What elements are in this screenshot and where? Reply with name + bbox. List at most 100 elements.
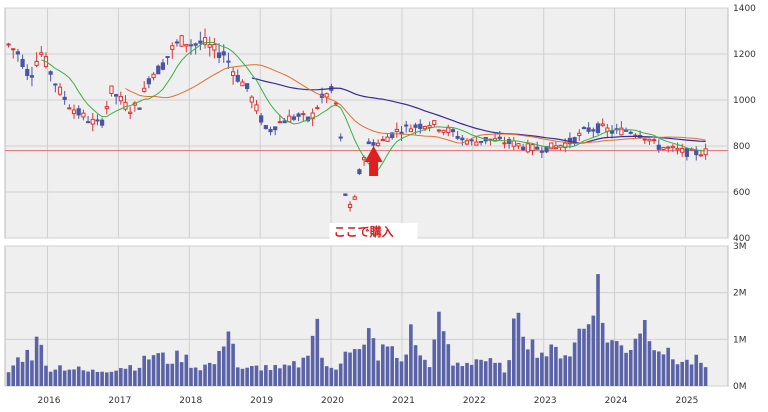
volume-bar (109, 371, 114, 386)
candle-body (670, 145, 675, 149)
volume-bar (184, 354, 189, 386)
volume-bar (652, 350, 656, 386)
candle-body (184, 44, 189, 47)
volume-bar (507, 360, 511, 386)
volume-bar (685, 359, 689, 386)
volume-bar (624, 352, 628, 386)
volume-bar (170, 363, 175, 386)
price-tick-label: 800 (733, 142, 750, 152)
volume-bar (657, 351, 661, 386)
candle-body (619, 127, 624, 136)
candle-body (193, 43, 198, 46)
candle-body (137, 107, 142, 110)
volume-bar (48, 371, 53, 386)
volume-bar (30, 360, 34, 386)
candle-body (263, 125, 268, 130)
volume-bar (558, 358, 563, 386)
candle-body (25, 68, 30, 76)
volume-bar (544, 356, 549, 386)
volume-bar (240, 368, 245, 386)
candle-body (661, 147, 666, 150)
volume-bar (16, 357, 20, 386)
volume-bar (142, 355, 147, 386)
volume-bar (212, 364, 217, 386)
volume-bar (488, 358, 493, 386)
candle-body (254, 104, 259, 112)
candle-body (497, 136, 502, 140)
volume-bar (596, 274, 600, 386)
candle-body (609, 130, 615, 134)
volume-bar (614, 341, 619, 386)
volume-panel (4, 245, 729, 387)
year-tick-label: 2022 (463, 396, 486, 406)
candle-body (123, 101, 128, 110)
volume-bars (6, 274, 708, 386)
volume-bar (399, 361, 404, 386)
volume-bar (689, 364, 694, 386)
candle-body (20, 58, 25, 67)
volume-bar (568, 356, 572, 386)
candle-body (511, 140, 516, 147)
candle-body (104, 106, 109, 109)
candle-body (109, 85, 114, 94)
candle-body (315, 107, 320, 110)
volume-bar (357, 349, 362, 386)
annotation-label: ここで購入 (334, 224, 394, 239)
volume-bar (465, 362, 469, 386)
volume-bar (474, 359, 479, 386)
volume-bar (647, 341, 652, 386)
volume-bar (441, 331, 446, 386)
price-panel (4, 7, 729, 239)
volume-bar (633, 338, 638, 386)
volume-bar (348, 352, 352, 386)
candle-body (170, 45, 175, 50)
candle-body (15, 51, 21, 55)
volume-bar (535, 357, 539, 386)
volume-bar (76, 366, 81, 386)
volume-bar (137, 367, 142, 386)
candle-body (338, 136, 343, 139)
candle-body (521, 146, 526, 151)
candle-body (146, 78, 151, 85)
volume-bar (376, 360, 380, 386)
candle-body (6, 43, 11, 46)
volume-bar (324, 366, 329, 386)
volume-bar (123, 368, 128, 386)
candle-body (39, 52, 44, 55)
volume-axis-ticks: 0M 1M 2M 3M (733, 242, 747, 392)
candle-body (535, 146, 540, 150)
volume-bar (259, 370, 263, 386)
volume-bar (268, 370, 273, 386)
year-tick-label: 2017 (108, 396, 131, 406)
volume-bar (273, 364, 278, 386)
volume-bar (231, 343, 235, 386)
candle-body (259, 115, 264, 123)
volume-bar (254, 365, 259, 386)
price-axis-ticks: 400 600 800 1000 1200 1400 (733, 4, 756, 244)
volume-bar (58, 365, 62, 386)
volume-bar (282, 364, 287, 386)
candle-body (390, 132, 395, 138)
volume-bar (390, 346, 394, 386)
candle-body (666, 146, 671, 149)
candle-body (581, 127, 587, 130)
candle-body (100, 119, 105, 126)
candle-body (62, 96, 67, 100)
candle-body (347, 203, 353, 208)
candle-body (310, 112, 315, 120)
candle-body (642, 138, 647, 141)
volume-bar (264, 365, 268, 386)
candle-body (441, 129, 446, 133)
volume-bar (179, 362, 184, 386)
volume-bar (666, 347, 670, 386)
volume-bar (549, 344, 554, 386)
volume-bar (554, 346, 558, 386)
candle-body (600, 123, 605, 126)
volume-bar (540, 352, 544, 386)
volume-bar (320, 357, 324, 386)
volume-bar (198, 370, 203, 386)
candle-body (142, 87, 147, 92)
volume-bar (413, 345, 418, 386)
candle-body (226, 60, 231, 63)
candle-body (656, 144, 661, 150)
